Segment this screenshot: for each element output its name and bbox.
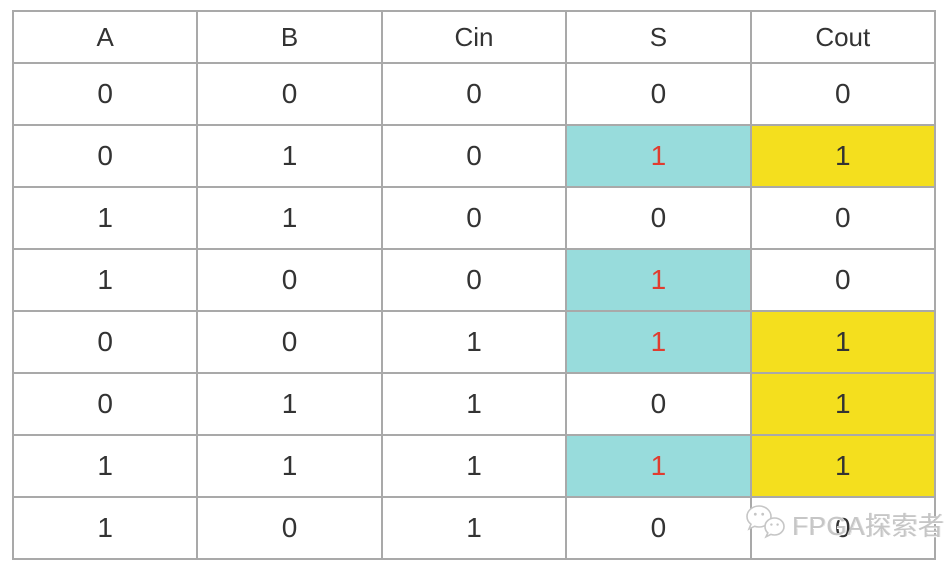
cell-a-row5: 0 [11,310,199,374]
column-header-a: A [11,10,199,64]
cell-cout-row5: 1 [749,310,937,374]
cell-b-row1: 0 [196,62,383,126]
cell-cin-row6: 1 [380,372,568,436]
cell-cout-row8: 0 [749,496,937,560]
cell-cin-row8: 1 [380,496,568,560]
cell-s-row7: 1 [565,434,752,498]
cell-a-row6: 0 [11,372,199,436]
header-row: A B Cin S Cout [11,10,937,64]
column-header-cout: Cout [749,10,937,64]
cell-cin-row7: 1 [380,434,568,498]
cell-cin-row3: 0 [380,186,568,250]
cell-cout-row4: 0 [749,248,937,312]
cell-cout-row2: 1 [749,124,937,188]
cell-s-row4: 1 [565,248,752,312]
cell-cout-row1: 0 [749,62,937,126]
column-header-cin: Cin [380,10,568,64]
cell-a-row8: 1 [11,496,199,560]
cell-a-row4: 1 [11,248,199,312]
cell-b-row8: 0 [196,496,383,560]
column-header-s: S [565,10,752,64]
cell-cout-row3: 0 [749,186,937,250]
cell-s-row6: 0 [565,372,752,436]
cell-a-row7: 1 [11,434,199,498]
cell-b-row4: 0 [196,248,383,312]
table-header: A B Cin S Cout [11,10,937,64]
cell-cin-row4: 0 [380,248,568,312]
cell-b-row3: 1 [196,186,383,250]
cell-s-row3: 0 [565,186,752,250]
cell-cin-row1: 0 [380,62,568,126]
cell-b-row7: 1 [196,434,383,498]
cell-a-row2: 0 [11,124,199,188]
cell-a-row1: 0 [11,62,199,126]
cell-cout-row7: 1 [749,434,937,498]
cell-cin-row5: 1 [380,310,568,374]
cell-s-row5: 1 [565,310,752,374]
cell-b-row5: 0 [196,310,383,374]
cell-b-row6: 1 [196,372,383,436]
cell-b-row2: 1 [196,124,383,188]
cell-cout-row6: 1 [749,372,937,436]
cell-s-row1: 0 [565,62,752,126]
column-header-b: B [196,10,383,64]
cell-s-row2: 1 [565,124,752,188]
cell-s-row8: 0 [565,496,752,560]
cell-cin-row2: 0 [380,124,568,188]
cell-a-row3: 1 [11,186,199,250]
